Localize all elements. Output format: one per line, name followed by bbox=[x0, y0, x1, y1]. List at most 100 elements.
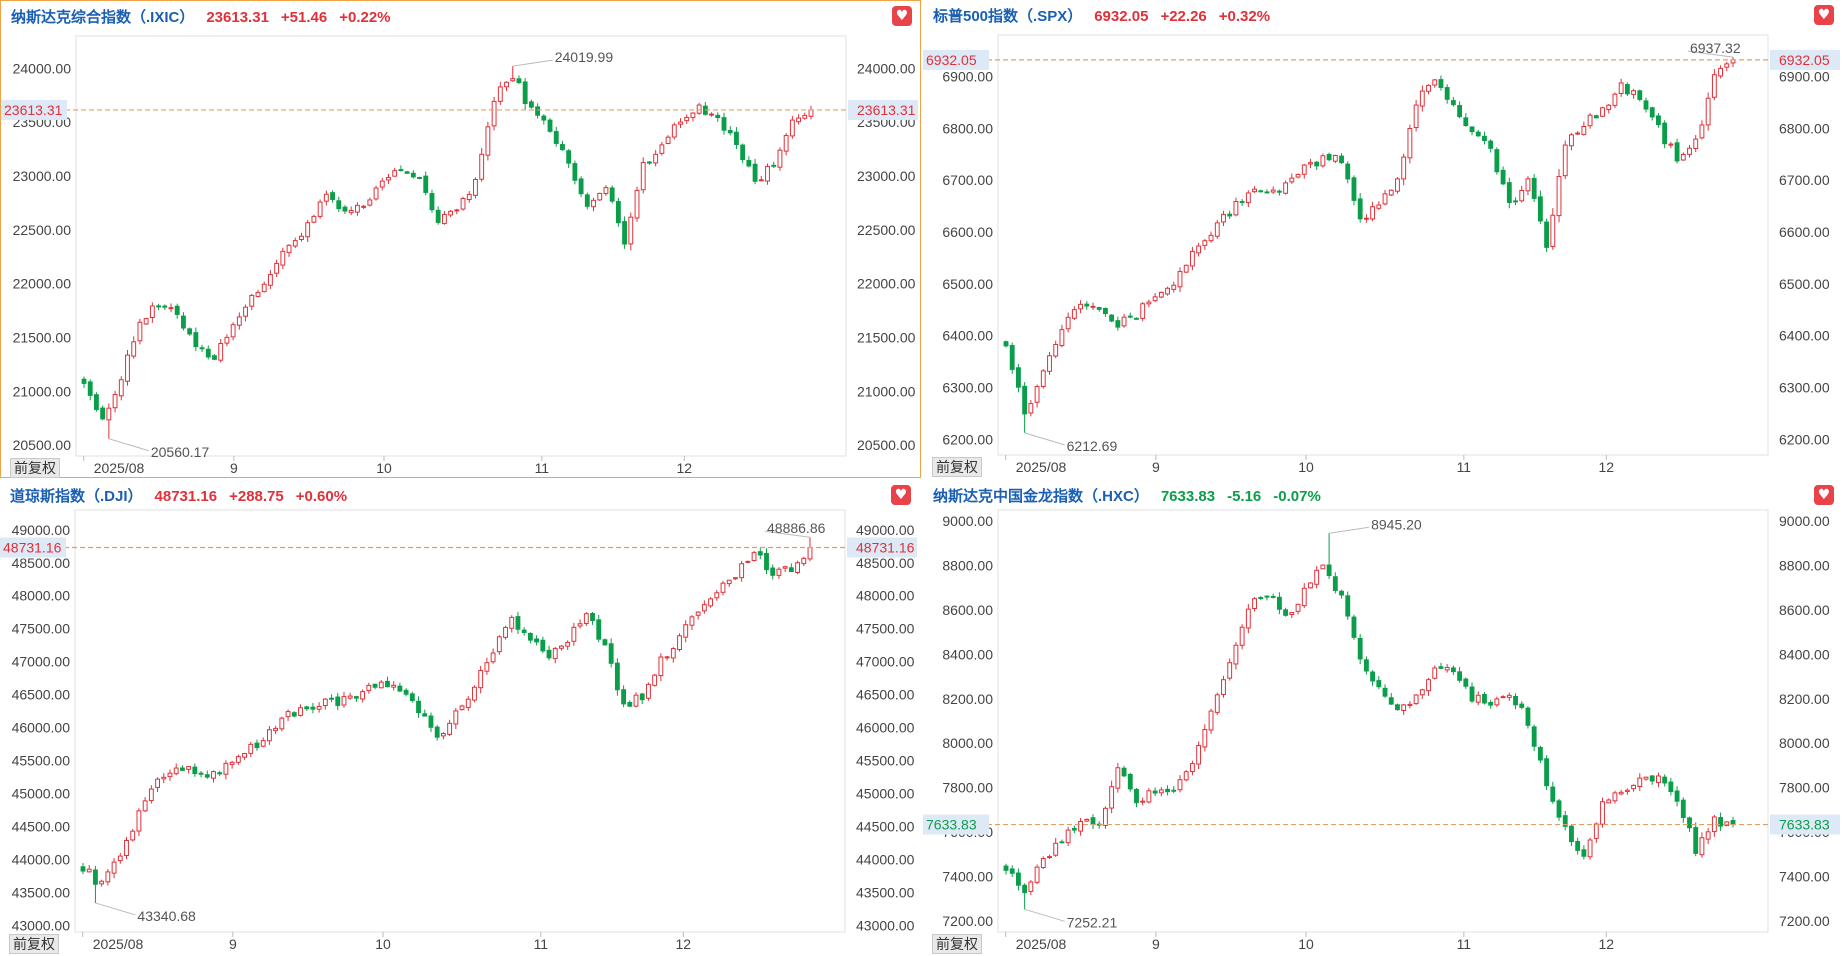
candle[interactable] bbox=[664, 655, 670, 661]
candle[interactable] bbox=[322, 698, 328, 710]
candle[interactable] bbox=[1525, 176, 1531, 196]
candle[interactable] bbox=[1314, 160, 1320, 170]
candle[interactable] bbox=[1432, 665, 1438, 680]
candle[interactable] bbox=[174, 303, 180, 319]
candle[interactable] bbox=[1258, 596, 1264, 601]
candle[interactable] bbox=[527, 632, 533, 644]
candle[interactable] bbox=[130, 828, 136, 842]
candle[interactable] bbox=[1003, 340, 1009, 348]
candle[interactable] bbox=[1469, 126, 1475, 136]
candle[interactable] bbox=[354, 202, 360, 216]
candle[interactable] bbox=[1301, 164, 1307, 179]
candle[interactable] bbox=[1146, 788, 1152, 804]
candle[interactable] bbox=[466, 191, 472, 203]
candle[interactable] bbox=[348, 206, 354, 216]
candle[interactable] bbox=[1407, 124, 1413, 164]
candle[interactable] bbox=[341, 691, 347, 708]
candle[interactable] bbox=[1519, 701, 1525, 710]
candle[interactable] bbox=[224, 334, 230, 347]
candle[interactable] bbox=[403, 688, 409, 697]
candle[interactable] bbox=[1264, 189, 1270, 194]
candle[interactable] bbox=[1687, 145, 1692, 158]
candle[interactable] bbox=[765, 163, 770, 185]
candle[interactable] bbox=[1121, 313, 1127, 328]
candle[interactable] bbox=[622, 216, 628, 249]
candle[interactable] bbox=[1463, 113, 1469, 127]
candle[interactable] bbox=[1276, 592, 1282, 615]
candle[interactable] bbox=[740, 143, 746, 164]
candle[interactable] bbox=[1705, 92, 1711, 131]
candle[interactable] bbox=[571, 622, 577, 646]
candle[interactable] bbox=[516, 75, 522, 85]
candle[interactable] bbox=[435, 206, 441, 225]
candle[interactable] bbox=[1587, 113, 1593, 129]
candle[interactable] bbox=[404, 170, 410, 175]
candle[interactable] bbox=[609, 185, 615, 204]
candle[interactable] bbox=[535, 103, 541, 119]
candle[interactable] bbox=[1221, 675, 1226, 698]
candle[interactable] bbox=[1295, 603, 1301, 615]
candle[interactable] bbox=[1090, 302, 1096, 311]
candle[interactable] bbox=[360, 689, 366, 703]
candle[interactable] bbox=[547, 118, 553, 133]
price-adjust-button[interactable]: 前复权 bbox=[10, 458, 60, 478]
candlestick-chart[interactable]: 6900.00 6900.00 6800.00 6800.00 6700.00 6700.… bbox=[923, 0, 1844, 478]
candle[interactable] bbox=[1314, 566, 1320, 589]
candle[interactable] bbox=[248, 741, 254, 758]
candle[interactable] bbox=[100, 405, 106, 421]
candle[interactable] bbox=[441, 210, 447, 225]
candle[interactable] bbox=[1388, 189, 1394, 197]
candle[interactable] bbox=[1556, 169, 1562, 223]
candle[interactable] bbox=[739, 560, 745, 582]
candle[interactable] bbox=[148, 785, 154, 804]
candle[interactable] bbox=[1562, 810, 1568, 831]
candle[interactable] bbox=[646, 682, 651, 701]
candle[interactable] bbox=[1631, 88, 1637, 99]
candle[interactable] bbox=[473, 177, 478, 199]
candle[interactable] bbox=[745, 560, 751, 564]
candle[interactable] bbox=[1469, 682, 1475, 703]
candle[interactable] bbox=[273, 725, 279, 734]
candle[interactable] bbox=[1289, 173, 1295, 184]
candle[interactable] bbox=[1202, 724, 1208, 752]
candle[interactable] bbox=[1134, 788, 1139, 808]
candle[interactable] bbox=[1202, 239, 1208, 250]
candle[interactable] bbox=[1569, 824, 1574, 847]
candle[interactable] bbox=[1252, 186, 1257, 193]
candle[interactable] bbox=[429, 189, 435, 213]
candle[interactable] bbox=[1270, 186, 1276, 195]
candle[interactable] bbox=[590, 612, 595, 625]
candle[interactable] bbox=[652, 673, 658, 687]
candle[interactable] bbox=[1239, 198, 1245, 206]
candle[interactable] bbox=[702, 102, 708, 116]
heart-icon[interactable]: ♥ bbox=[891, 485, 911, 505]
candle[interactable] bbox=[204, 770, 210, 779]
candle[interactable] bbox=[715, 112, 721, 122]
candle[interactable] bbox=[584, 192, 590, 210]
candle[interactable] bbox=[1662, 774, 1668, 787]
candle[interactable] bbox=[211, 770, 216, 783]
candle[interactable] bbox=[1053, 837, 1059, 857]
candle[interactable] bbox=[192, 763, 198, 777]
candle[interactable] bbox=[614, 658, 620, 696]
candle[interactable] bbox=[1544, 755, 1550, 790]
candle[interactable] bbox=[1109, 780, 1115, 814]
candle[interactable] bbox=[677, 633, 682, 652]
candle[interactable] bbox=[1196, 741, 1202, 770]
candle[interactable] bbox=[1047, 351, 1052, 375]
candle[interactable] bbox=[701, 600, 707, 614]
candle[interactable] bbox=[764, 548, 769, 575]
candle[interactable] bbox=[1090, 814, 1096, 830]
candle[interactable] bbox=[329, 694, 334, 703]
candle[interactable] bbox=[1233, 197, 1239, 217]
candle[interactable] bbox=[1550, 208, 1556, 250]
candle[interactable] bbox=[305, 219, 311, 242]
candle[interactable] bbox=[783, 133, 789, 156]
candle[interactable] bbox=[217, 770, 223, 777]
candle[interactable] bbox=[236, 312, 242, 330]
candle[interactable] bbox=[1438, 662, 1444, 669]
candle[interactable] bbox=[1196, 242, 1202, 257]
candle[interactable] bbox=[521, 627, 527, 636]
candle[interactable] bbox=[274, 259, 280, 278]
candle[interactable] bbox=[497, 81, 503, 105]
